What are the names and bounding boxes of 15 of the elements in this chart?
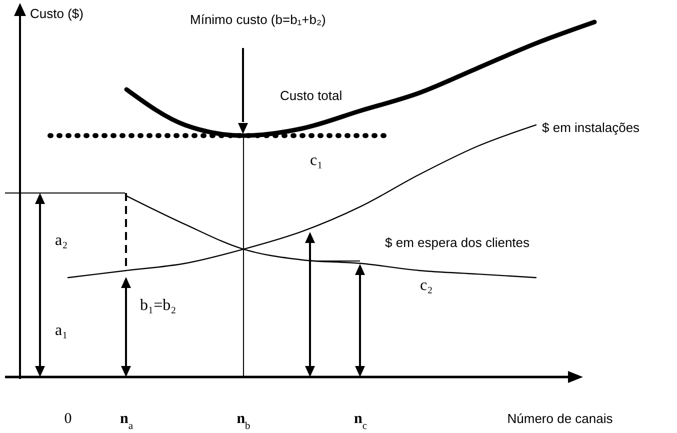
x-tick-label: n$_{c}$ bbox=[354, 411, 368, 432]
series-label: Custo total bbox=[280, 88, 342, 103]
x-tick-label: n$_{b}$ bbox=[236, 411, 250, 432]
x-tick-label: n$_{a}$ bbox=[120, 411, 134, 432]
series-label: $ em espera dos clientes bbox=[385, 235, 530, 250]
x-axis-title: Número de canais bbox=[507, 411, 614, 426]
annotation: b₁=b₂ bbox=[140, 297, 176, 314]
x-tick-label: 0 bbox=[64, 411, 72, 427]
annotation: a₁ bbox=[55, 322, 68, 339]
series-label: $ em instalações bbox=[542, 120, 640, 135]
annotation: a₂ bbox=[55, 232, 68, 249]
y-axis-title: Custo ($) bbox=[30, 6, 84, 21]
annotation: c₁ bbox=[310, 152, 323, 169]
annotation: Mínimo custo (b=b₁+b₂) bbox=[190, 12, 326, 27]
annotation: c₂ bbox=[420, 277, 433, 294]
